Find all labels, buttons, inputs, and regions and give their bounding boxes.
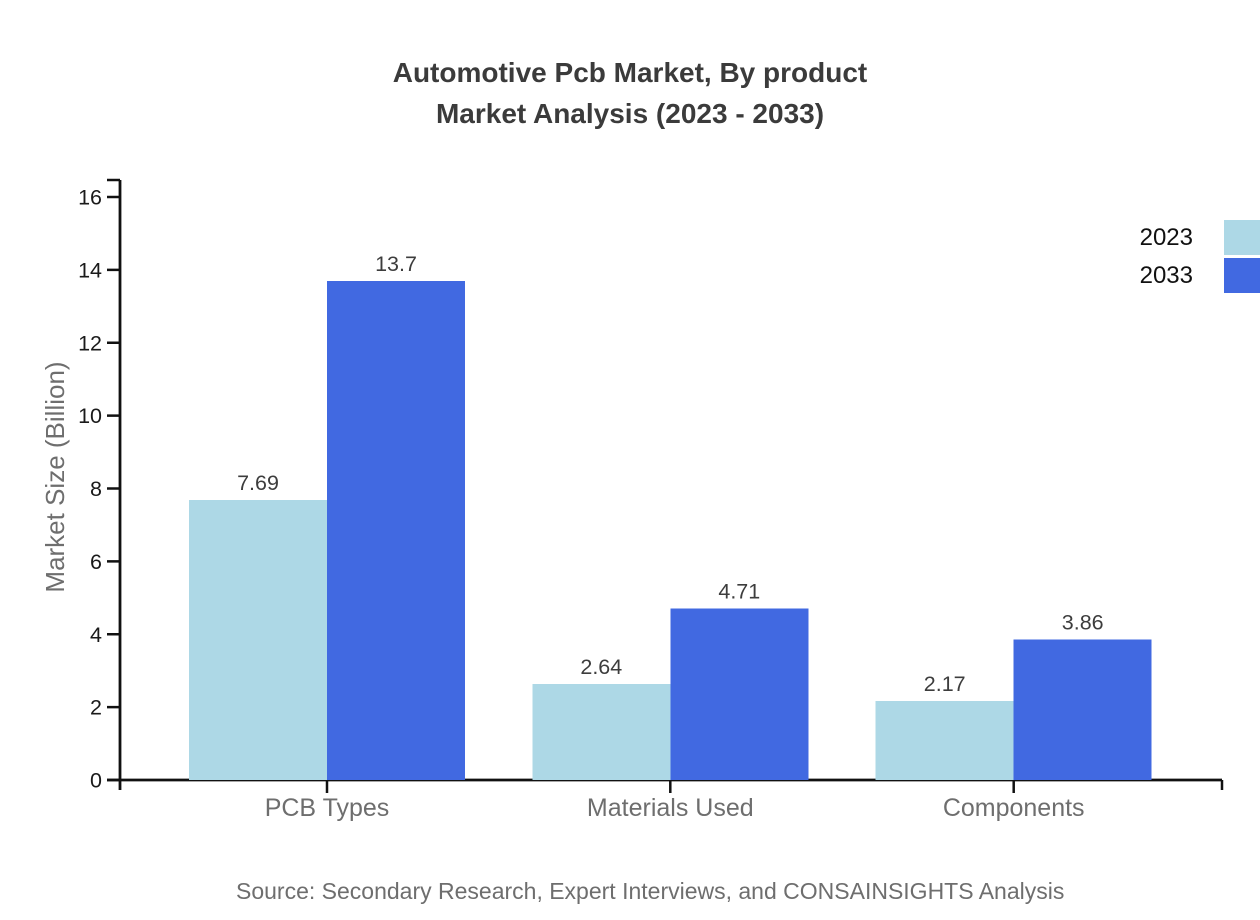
- value-label-2033: 13.7: [375, 252, 417, 276]
- chart-title-line2: Market Analysis (2023 - 2033): [435, 98, 825, 129]
- value-label-2023: 7.69: [237, 471, 279, 495]
- chart-title-line1: Automotive Pcb Market, By product: [392, 57, 868, 88]
- y-tick-label: 6: [90, 550, 102, 574]
- category-label-materials-used: Materials Used: [587, 794, 754, 822]
- legend-item-2033: 2033: [1140, 258, 1260, 293]
- y-tick-label: 14: [78, 258, 102, 282]
- chart-title: Automotive Pcb Market, By product Market…: [0, 52, 1260, 134]
- legend-label: 2023: [1139, 223, 1193, 251]
- y-tick-label: 4: [90, 623, 102, 647]
- bar-2033-components: [1013, 639, 1152, 780]
- bar-2033-materials-used: [670, 608, 809, 780]
- value-label-2033: 3.86: [1062, 610, 1104, 634]
- value-label-2023: 2.17: [924, 672, 966, 696]
- legend: 2023 2033: [1140, 220, 1260, 293]
- y-tick-label: 8: [90, 477, 102, 501]
- bar-2023-materials-used: [532, 683, 671, 780]
- y-tick-label: 10: [78, 404, 102, 428]
- bar-2033-pcb-types: [327, 280, 465, 780]
- legend-item-2023: 2023: [1140, 220, 1260, 255]
- y-tick-label: 2: [90, 696, 102, 720]
- source-text: Source: Secondary Research, Expert Inter…: [236, 878, 1065, 904]
- y-tick-label: 0: [90, 769, 102, 793]
- legend-swatch: [1224, 220, 1260, 255]
- value-label-2033: 4.71: [718, 579, 760, 603]
- source-note: Source: Secondary Research, Expert Inter…: [0, 878, 1260, 905]
- category-label-components: Components: [943, 794, 1085, 822]
- y-tick-label: 12: [78, 331, 102, 355]
- y-tick-label: 16: [78, 186, 102, 210]
- category-label-pcb-types: PCB Types: [265, 794, 390, 822]
- legend-swatch: [1224, 258, 1260, 293]
- bar-2023-pcb-types: [189, 499, 327, 780]
- value-label-2023: 2.64: [580, 655, 622, 679]
- bar-2023-components: [875, 700, 1014, 780]
- legend-label: 2033: [1139, 261, 1193, 289]
